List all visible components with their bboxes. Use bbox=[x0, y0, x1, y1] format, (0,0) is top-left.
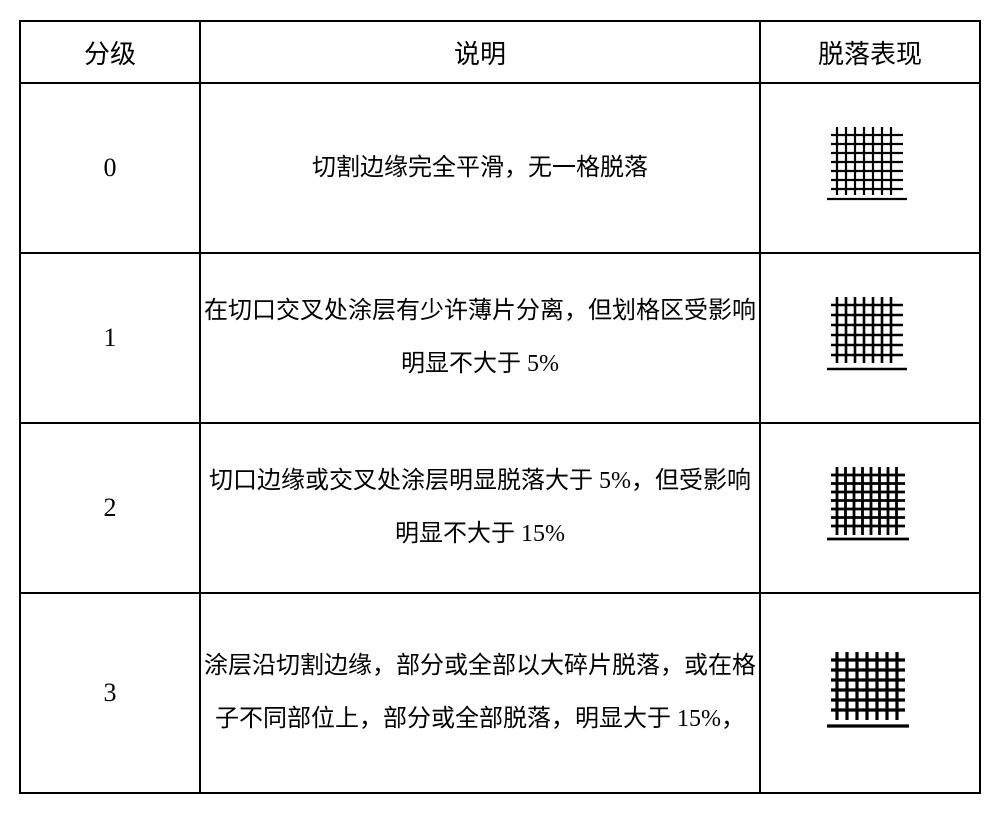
crosshatch-grid-icon bbox=[825, 295, 915, 382]
description-cell: 在切口交叉处涂层有少许薄片分离，但划格区受影响明显不大于 5% bbox=[200, 253, 760, 423]
header-grade: 分级 bbox=[20, 21, 200, 83]
crosshatch-grid-icon bbox=[825, 125, 915, 212]
grade-cell: 0 bbox=[20, 83, 200, 253]
appearance-cell bbox=[760, 83, 980, 253]
description-cell: 切割边缘完全平滑，无一格脱落 bbox=[200, 83, 760, 253]
header-appearance: 脱落表现 bbox=[760, 21, 980, 83]
appearance-cell bbox=[760, 593, 980, 793]
crosshatch-grid-icon bbox=[825, 465, 915, 552]
table-row: 1 在切口交叉处涂层有少许薄片分离，但划格区受影响明显不大于 5% bbox=[20, 253, 980, 423]
table-row: 3 涂层沿切割边缘，部分或全部以大碎片脱落，或在格子不同部位上，部分或全部脱落，… bbox=[20, 593, 980, 793]
grade-cell: 3 bbox=[20, 593, 200, 793]
table-row: 2 切口边缘或交叉处涂层明显脱落大于 5%，但受影响明显不大于 15% bbox=[20, 423, 980, 593]
adhesion-grading-table: 分级 说明 脱落表现 0 切割边缘完全平滑，无一格脱落 1 在切口交叉处涂层有少… bbox=[19, 20, 981, 794]
appearance-cell bbox=[760, 423, 980, 593]
grade-cell: 1 bbox=[20, 253, 200, 423]
table-body: 0 切割边缘完全平滑，无一格脱落 1 在切口交叉处涂层有少许薄片分离，但划格区受… bbox=[20, 83, 980, 793]
table-header-row: 分级 说明 脱落表现 bbox=[20, 21, 980, 83]
table-row: 0 切割边缘完全平滑，无一格脱落 bbox=[20, 83, 980, 253]
crosshatch-grid-icon bbox=[825, 650, 915, 737]
grade-cell: 2 bbox=[20, 423, 200, 593]
appearance-cell bbox=[760, 253, 980, 423]
header-description: 说明 bbox=[200, 21, 760, 83]
description-cell: 涂层沿切割边缘，部分或全部以大碎片脱落，或在格子不同部位上，部分或全部脱落，明显… bbox=[200, 593, 760, 793]
description-cell: 切口边缘或交叉处涂层明显脱落大于 5%，但受影响明显不大于 15% bbox=[200, 423, 760, 593]
